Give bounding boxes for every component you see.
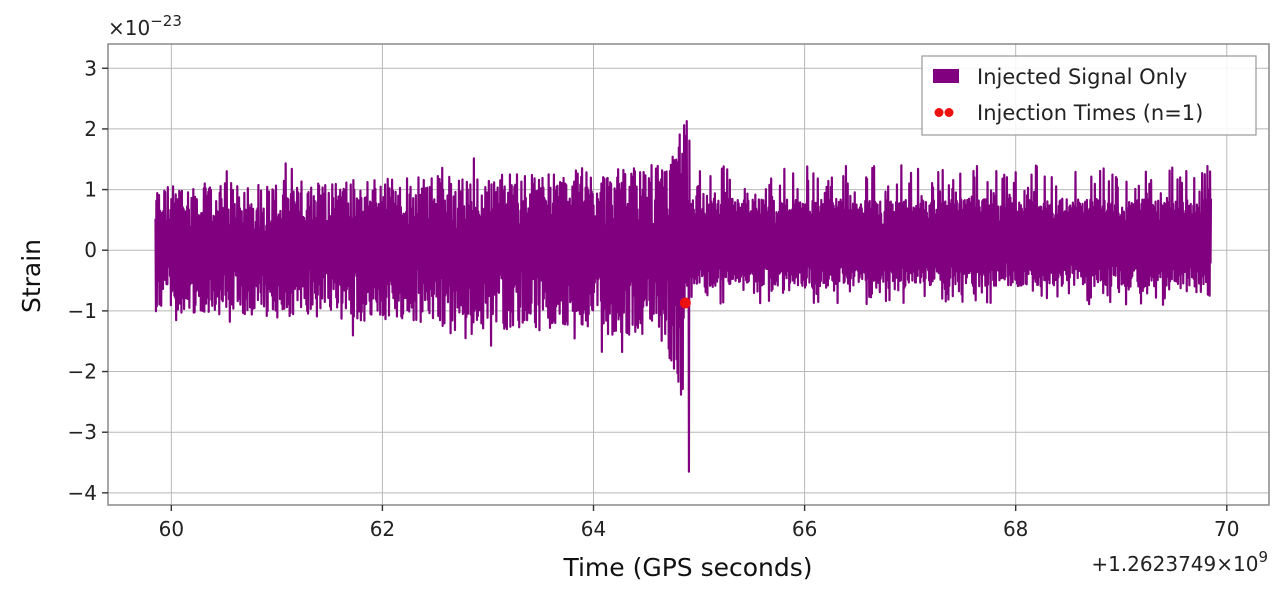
y-tick-label: −2 <box>68 360 97 384</box>
y-tick-label: 3 <box>84 56 97 80</box>
axes-frame <box>107 43 1270 506</box>
x-tick-label: 60 <box>159 517 184 541</box>
y-tick-label: 1 <box>84 178 97 202</box>
y-tick-label: 0 <box>84 238 97 262</box>
legend-swatch-signal <box>933 69 959 83</box>
legend-marker-injection-1 <box>934 108 944 117</box>
axis-ticks: 60 62 64 66 68 70 −4 −3 −2 −1 0 1 2 3 <box>68 56 1240 541</box>
legend-label-injection: Injection Times (n=1) <box>977 101 1203 125</box>
x-tick-label: 64 <box>581 517 606 541</box>
plot-area <box>154 119 1213 473</box>
y-tick-label: −4 <box>68 481 97 505</box>
legend: Injected Signal Only Injection Times (n=… <box>921 55 1257 136</box>
x-tick-label: 68 <box>1003 517 1028 541</box>
x-offset-exponent: 9 <box>1258 548 1268 566</box>
y-tick-label: −1 <box>68 299 97 323</box>
injection-time-marker <box>679 297 691 309</box>
y-multiplier-label: ×10−23 <box>108 12 182 40</box>
x-tick-label: 70 <box>1214 517 1239 541</box>
series-line-injected-signal <box>154 119 1213 473</box>
y-tick-label: 2 <box>84 117 97 141</box>
y-multiplier-exponent: −23 <box>150 12 182 30</box>
legend-label-signal: Injected Signal Only <box>977 65 1187 89</box>
x-tick-label: 62 <box>370 517 395 541</box>
x-offset-label: +1.2623749×109 <box>1091 548 1268 576</box>
legend-box <box>921 55 1257 136</box>
legend-marker-injection-2 <box>944 108 954 117</box>
x-tick-label: 66 <box>792 517 817 541</box>
x-axis-label: Time (GPS seconds) <box>562 553 812 582</box>
y-tick-label: −3 <box>68 420 97 444</box>
y-axis-label: Strain <box>17 239 46 313</box>
